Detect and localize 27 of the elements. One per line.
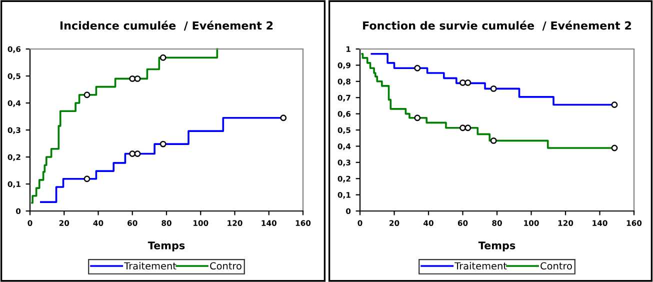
point xyxy=(129,150,136,157)
point xyxy=(611,102,618,108)
chart-title: Incidence cumulée / Evénement 2 xyxy=(60,20,273,31)
legend-label: Contro xyxy=(540,262,572,270)
point xyxy=(611,144,618,152)
point xyxy=(134,75,141,82)
point xyxy=(129,75,136,82)
point xyxy=(464,124,472,132)
x-axis-title: Temps xyxy=(478,242,516,252)
point xyxy=(414,114,421,122)
point xyxy=(464,79,472,86)
point xyxy=(460,79,466,86)
point xyxy=(134,150,141,157)
point xyxy=(414,64,421,72)
point xyxy=(84,92,90,98)
point xyxy=(490,137,497,144)
chart-title: Fonction de survie cumulée / Evénement 2 xyxy=(363,20,631,31)
x-axis-title: Temps xyxy=(148,242,185,252)
point xyxy=(160,140,166,148)
legend-label: Traitement xyxy=(454,262,507,270)
point xyxy=(280,114,287,122)
point xyxy=(160,54,166,61)
legend-label: Traitement xyxy=(124,262,176,270)
legend-label: Contro xyxy=(210,262,242,270)
point xyxy=(84,176,90,182)
point xyxy=(460,124,466,132)
point xyxy=(490,85,497,92)
